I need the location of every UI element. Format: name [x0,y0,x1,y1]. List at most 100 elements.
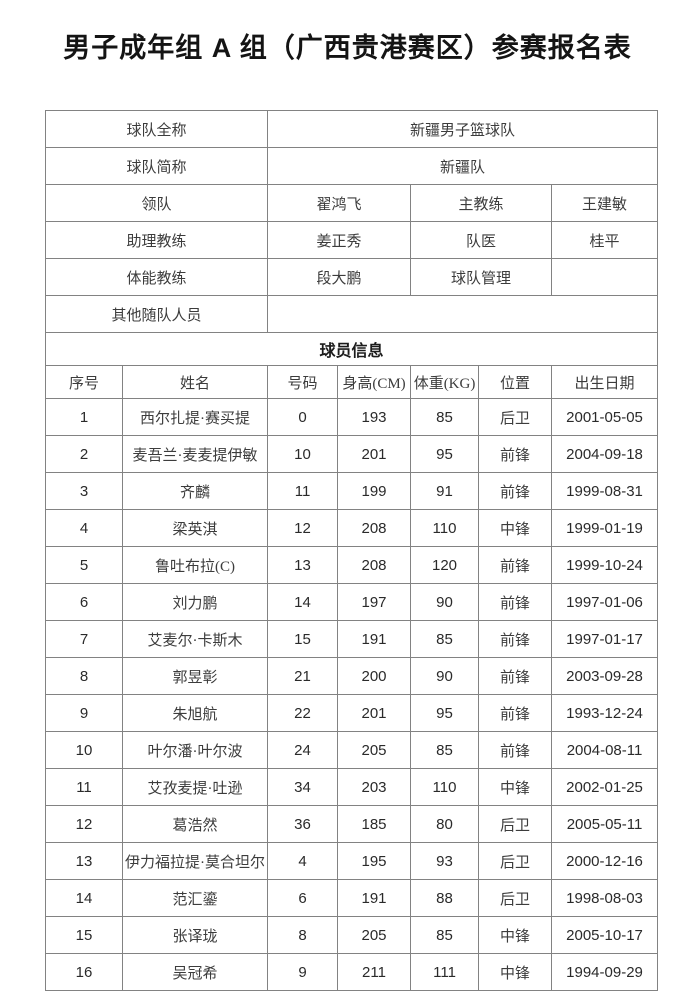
player-number-cell: 14 [267,583,339,621]
player-birth-cell: 2003-09-28 [551,657,659,695]
player-birth-cell: 2005-10-17 [551,916,659,954]
player-birth-cell: 1993-12-24 [551,694,659,732]
player-height-cell: 208 [337,509,412,547]
player-height-cell: 199 [337,472,412,510]
player-row: 8 郭昱彰 21 200 90 前锋 2003-09-28 [45,657,659,695]
player-row: 3 齐麟 11 199 91 前锋 1999-08-31 [45,472,659,510]
player-no-cell: 5 [45,546,123,584]
player-name-cell: 伊力福拉提·莫合坦尔 [121,842,269,880]
player-weight-cell: 88 [410,879,480,917]
player-row: 4 梁英淇 12 208 110 中锋 1999-01-19 [45,509,659,547]
player-position-cell: 中锋 [478,509,553,547]
player-no-cell: 3 [45,472,123,510]
player-birth-cell: 1997-01-06 [551,583,659,621]
player-name-cell: 郭昱彰 [121,657,269,695]
players-section-row: 球员信息 [44,332,659,366]
player-no-cell: 16 [45,953,123,991]
player-height-cell: 201 [337,694,412,732]
players-header-row: 序号 姓名 号码 身高(CM) 体重(KG) 位置 出生日期 [45,365,659,399]
player-position-cell: 后卫 [478,879,553,917]
player-height-cell: 191 [337,620,412,658]
fitness-coach-label: 体能教练 [44,258,269,296]
player-birth-cell: 1999-10-24 [551,546,659,584]
player-number-cell: 6 [267,879,339,917]
players-section-title: 球员信息 [44,332,659,366]
player-row: 13 伊力福拉提·莫合坦尔 4 195 93 后卫 2000-12-16 [45,842,659,880]
player-weight-cell: 85 [410,398,480,436]
other-staff-value [267,295,659,333]
player-position-cell: 前锋 [478,472,553,510]
player-name-cell: 朱旭航 [121,694,269,732]
player-height-cell: 185 [337,805,412,843]
fitness-manager-row: 体能教练 段大鹏 球队管理 [44,258,659,296]
player-name-cell: 张译珑 [121,916,269,954]
player-row: 2 麦吾兰·麦麦提伊敏 10 201 95 前锋 2004-09-18 [45,435,659,473]
player-height-cell: 203 [337,768,412,806]
player-number-cell: 21 [267,657,339,695]
player-number-cell: 4 [267,842,339,880]
player-row: 16 吴冠希 9 211 111 中锋 1994-09-29 [45,953,659,991]
team-full-name-label: 球队全称 [44,110,269,148]
player-birth-cell: 1998-08-03 [551,879,659,917]
player-number-cell: 15 [267,620,339,658]
player-number-cell: 9 [267,953,339,991]
player-no-cell: 9 [45,694,123,732]
team-manager-label: 球队管理 [410,258,553,296]
player-weight-cell: 120 [410,546,480,584]
player-height-cell: 191 [337,879,412,917]
column-header-number: 号码 [267,365,339,399]
player-number-cell: 36 [267,805,339,843]
player-name-cell: 艾孜麦提·吐逊 [121,768,269,806]
player-birth-cell: 2001-05-05 [551,398,659,436]
team-full-name-row: 球队全称 新疆男子篮球队 [44,110,659,148]
player-weight-cell: 110 [410,768,480,806]
player-birth-cell: 2004-09-18 [551,435,659,473]
player-row: 10 叶尔潘·叶尔波 24 205 85 前锋 2004-08-11 [45,731,659,769]
player-name-cell: 麦吾兰·麦麦提伊敏 [121,435,269,473]
player-name-cell: 葛浩然 [121,805,269,843]
player-name-cell: 刘力鹏 [121,583,269,621]
registration-table: 球队全称 新疆男子篮球队 球队简称 新疆队 领队 翟鸿飞 主教练 王建敏 助理教… [44,110,659,991]
player-number-cell: 24 [267,731,339,769]
column-header-height: 身高(CM) [337,365,412,399]
player-no-cell: 15 [45,916,123,954]
player-row: 11 艾孜麦提·吐逊 34 203 110 中锋 2002-01-25 [45,768,659,806]
player-row: 9 朱旭航 22 201 95 前锋 1993-12-24 [45,694,659,732]
player-name-cell: 范汇鎏 [121,879,269,917]
player-name-cell: 梁英淇 [121,509,269,547]
player-position-cell: 前锋 [478,657,553,695]
player-height-cell: 193 [337,398,412,436]
player-position-cell: 前锋 [478,620,553,658]
player-position-cell: 后卫 [478,805,553,843]
player-position-cell: 中锋 [478,953,553,991]
leader-label: 领队 [44,184,269,222]
player-number-cell: 0 [267,398,339,436]
player-position-cell: 前锋 [478,546,553,584]
column-header-position: 位置 [478,365,553,399]
player-weight-cell: 85 [410,916,480,954]
player-number-cell: 8 [267,916,339,954]
team-short-name-label: 球队简称 [44,147,269,185]
player-birth-cell: 1999-01-19 [551,509,659,547]
player-position-cell: 后卫 [478,842,553,880]
player-birth-cell: 2000-12-16 [551,842,659,880]
player-weight-cell: 111 [410,953,480,991]
player-position-cell: 前锋 [478,435,553,473]
leader-value: 翟鸿飞 [267,184,412,222]
assistant-coach-value: 姜正秀 [267,221,412,259]
player-height-cell: 201 [337,435,412,473]
player-height-cell: 197 [337,583,412,621]
player-birth-cell: 1997-01-17 [551,620,659,658]
player-number-cell: 12 [267,509,339,547]
player-no-cell: 1 [45,398,123,436]
player-weight-cell: 85 [410,731,480,769]
player-weight-cell: 93 [410,842,480,880]
player-name-cell: 齐麟 [121,472,269,510]
player-position-cell: 中锋 [478,916,553,954]
team-manager-value [551,258,659,296]
player-height-cell: 200 [337,657,412,695]
player-row: 5 鲁吐布拉(C) 13 208 120 前锋 1999-10-24 [45,546,659,584]
player-no-cell: 6 [45,583,123,621]
player-position-cell: 前锋 [478,731,553,769]
player-no-cell: 12 [45,805,123,843]
